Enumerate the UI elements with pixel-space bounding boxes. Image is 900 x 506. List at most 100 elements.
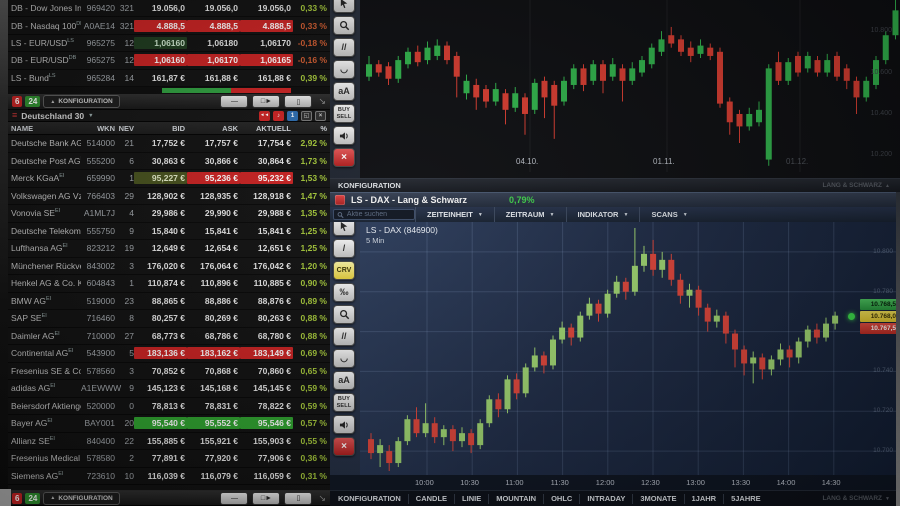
zoom-tool-button[interactable] [333, 16, 355, 35]
col-pct[interactable]: % [320, 123, 327, 133]
toolbar-linie[interactable]: LINIE [454, 493, 488, 504]
menu-zeitraum[interactable]: ZEITRAUM ▼ [493, 207, 566, 222]
crv-tool-button[interactable]: CRV [333, 261, 355, 280]
sound-alert-button[interactable]: ♪ [273, 110, 284, 121]
list-title[interactable]: Deutschland 30 [21, 110, 85, 121]
rewind-button[interactable]: ◄◄ [259, 110, 270, 121]
chart-title: LS - DAX - Lang & Schwarz [351, 195, 468, 205]
line-tool-button[interactable]: / [333, 239, 355, 258]
window-mode-button[interactable]: □► [252, 491, 281, 505]
wkn-cell: 710000 [86, 330, 115, 341]
table-row[interactable]: 551305675,301 €75,326 €75,318 €0,29 % [8, 485, 330, 490]
menu-indikator[interactable]: INDIKATOR ▼ [565, 207, 640, 222]
resize-handle-icon[interactable]: ↘ [318, 492, 326, 503]
toolbar-3monate[interactable]: 3MONATE [632, 493, 683, 504]
table-row[interactable]: Continental AGEI 543900 5 183,136 €183,162 … [8, 345, 330, 363]
table-row[interactable]: Siemens AGEI 723610 10 116,039 € 116,079 € 11… [8, 468, 330, 485]
buy-sell-button[interactable]: BUY SELL [333, 393, 355, 412]
toolbar-ohlc[interactable]: OHLC [543, 493, 579, 504]
trendline-tool-button[interactable]: // [333, 327, 355, 346]
table-row[interactable]: SAP SEEI 716460 8 80,257 € 80,269 € 80,263 € 0… [8, 310, 330, 328]
trendline-tool-button[interactable]: // [333, 38, 355, 57]
chevron-down-icon[interactable]: ▼ [88, 112, 94, 119]
table-row[interactable]: Deutsche Bank AGEI 514000 21 17,752 € 17,757… [8, 135, 330, 153]
mobile-view-button[interactable]: ▯ [284, 491, 313, 505]
table-row[interactable]: Deutsche Post AGEI 555200 6 30,863 € 30,866 … [8, 153, 330, 170]
list-menu-icon[interactable]: ≡ [12, 110, 18, 120]
table-row[interactable]: Volkswagen AG VzEI 766403 29 128,902 € 128,9… [8, 188, 330, 205]
table-row[interactable]: Allianz SEEI 840400 22 155,885 € 155,921 € 15… [8, 433, 330, 450]
intraday-candlestick-chart[interactable] [330, 222, 900, 475]
col-wkn[interactable]: WKN [97, 123, 115, 133]
pct-cell: 0,33 % [300, 3, 327, 14]
textsize-tool-button[interactable]: aA [333, 371, 355, 390]
window-mode-button[interactable]: □► [252, 95, 281, 108]
close-list-button[interactable]: × [315, 110, 326, 121]
daily-candlestick-chart[interactable] [330, 0, 900, 172]
index-row[interactable]: DB - Nasdaq 100DBA0AE143214.888,54.888,5… [8, 17, 330, 35]
menu-scans[interactable]: SCANS ▼ [639, 207, 698, 222]
curve-tool-button[interactable]: ◡ [333, 349, 355, 368]
table-row[interactable]: Vonovia SEEI A1ML7J 4 29,986 € 29,990 € 29,98… [8, 205, 330, 223]
table-row[interactable]: Bayer AGEI BAY001 20 95,540 €95,552 €95,546… [8, 415, 330, 433]
toolbar-mountain[interactable]: MOUNTAIN [488, 493, 543, 504]
col-aktuell[interactable]: AKTUELL [256, 123, 291, 133]
table-row[interactable]: Deutsche TelekomEI 555750 9 15,840 € 15,841 … [8, 223, 330, 240]
caret-up-icon: ▲ [50, 495, 56, 501]
minimize-button[interactable]: — [220, 491, 249, 505]
pct-cell: 0,33 % [300, 20, 327, 31]
konfiguration-label[interactable]: KONFIGURATION [338, 181, 401, 190]
index-row[interactable]: DB - EUR/USDDB 965275 12 1,06160 1,06170 1,06… [8, 52, 330, 70]
toolbar-1jahr[interactable]: 1JAHR [683, 493, 724, 504]
table-row[interactable]: Daimler AGEI 710000 27 68,773 € 68,786 € 68,7… [8, 328, 330, 345]
resize-handle-icon[interactable]: ↘ [318, 96, 326, 106]
col-bid[interactable]: BID [172, 123, 185, 133]
table-row[interactable]: Fresenius SE & Co. KGaAF 578560 3 70,852 € 7… [8, 363, 330, 380]
konfiguration-tab[interactable]: ▲ KONFIGURATION [43, 491, 120, 505]
pct-cell: 0,89 % [300, 295, 327, 306]
toolbar-konfiguration[interactable]: KONFIGURATION [338, 494, 401, 503]
textsize-tool-button[interactable]: aA [333, 82, 355, 101]
toolbar-candle[interactable]: CANDLE [407, 493, 454, 504]
table-row[interactable]: Münchener Rückversiche 843002 3 176,020 € 17… [8, 258, 330, 275]
index-row[interactable]: DB - Dow Jones Industria 969420 321 19.056,… [8, 0, 330, 18]
col-nev[interactable]: NEV [118, 123, 134, 133]
table-row[interactable]: BMW AGEI 519000 23 88,865 € 88,886 € 88,876 €… [8, 293, 330, 310]
page-one-button[interactable]: 1 [287, 110, 298, 121]
konfiguration-tab[interactable]: ▲ KONFIGURATION [43, 95, 120, 108]
close-chart-button[interactable]: × [333, 437, 355, 456]
minimize-button[interactable]: — [220, 95, 249, 108]
permille-tool-button[interactable]: ‰ [333, 283, 355, 302]
curve-tool-button[interactable]: ◡ [333, 60, 355, 79]
close-chart-button[interactable]: × [333, 148, 355, 167]
mobile-view-button[interactable]: ▯ [284, 95, 313, 108]
index-row[interactable]: LS - BundLS 965284 14 161,87 € 161,88 € 161,8… [8, 70, 330, 87]
pointer-tool-button[interactable] [333, 222, 355, 236]
wkn-cell: 840400 [86, 435, 115, 446]
toolbar-intraday[interactable]: INTRADAY [579, 493, 632, 504]
table-row[interactable]: Merck KGaAEI 659990 1 95,227 €95,236 €95,23… [8, 170, 330, 188]
bid-cell: 29,986 € [151, 208, 185, 219]
ask-cell: 183,162 € [187, 347, 240, 360]
instrument-name: Merck KGaAEI [11, 173, 65, 184]
exchange-sup: EI [50, 383, 56, 390]
table-row[interactable]: Beiersdorf Aktiengesellsc 520000 0 78,813 €… [8, 398, 330, 415]
toolbar-5jahre[interactable]: 5JAHRE [723, 493, 768, 504]
table-row[interactable]: adidas AGEI A1EWWW 9 145,123 € 145,168 € 145,… [8, 380, 330, 398]
zoom-tool-button[interactable] [333, 305, 355, 324]
sound-tool-button[interactable] [333, 126, 355, 145]
stock-search-box[interactable] [333, 209, 415, 220]
search-input[interactable] [346, 211, 411, 218]
menu-zeiteinheit[interactable]: ZEITEINHEIT ▼ [415, 207, 494, 222]
table-row[interactable]: Fresenius Medical Care A 578580 2 77,891 € 7… [8, 450, 330, 468]
bid-cell: 19.056,0 [151, 3, 185, 14]
buy-sell-button[interactable]: BUY SELL [333, 104, 355, 123]
pointer-tool-button[interactable] [333, 0, 355, 13]
col-name[interactable]: NAME [11, 123, 34, 133]
col-ask[interactable]: ASK [222, 123, 238, 133]
table-row[interactable]: Henkel AG & Co. KGaA V 604843 1 110,874 € 11… [8, 275, 330, 293]
index-row[interactable]: LS - EUR/USDLS 965275 12 1,06160 1,06180 1,06… [8, 35, 330, 53]
sound-tool-button[interactable] [333, 415, 355, 434]
restore-window-button[interactable]: ◱ [301, 110, 312, 121]
table-row[interactable]: Lufthansa AGEI 823212 19 12,649 € 12,654 € 12… [8, 240, 330, 258]
